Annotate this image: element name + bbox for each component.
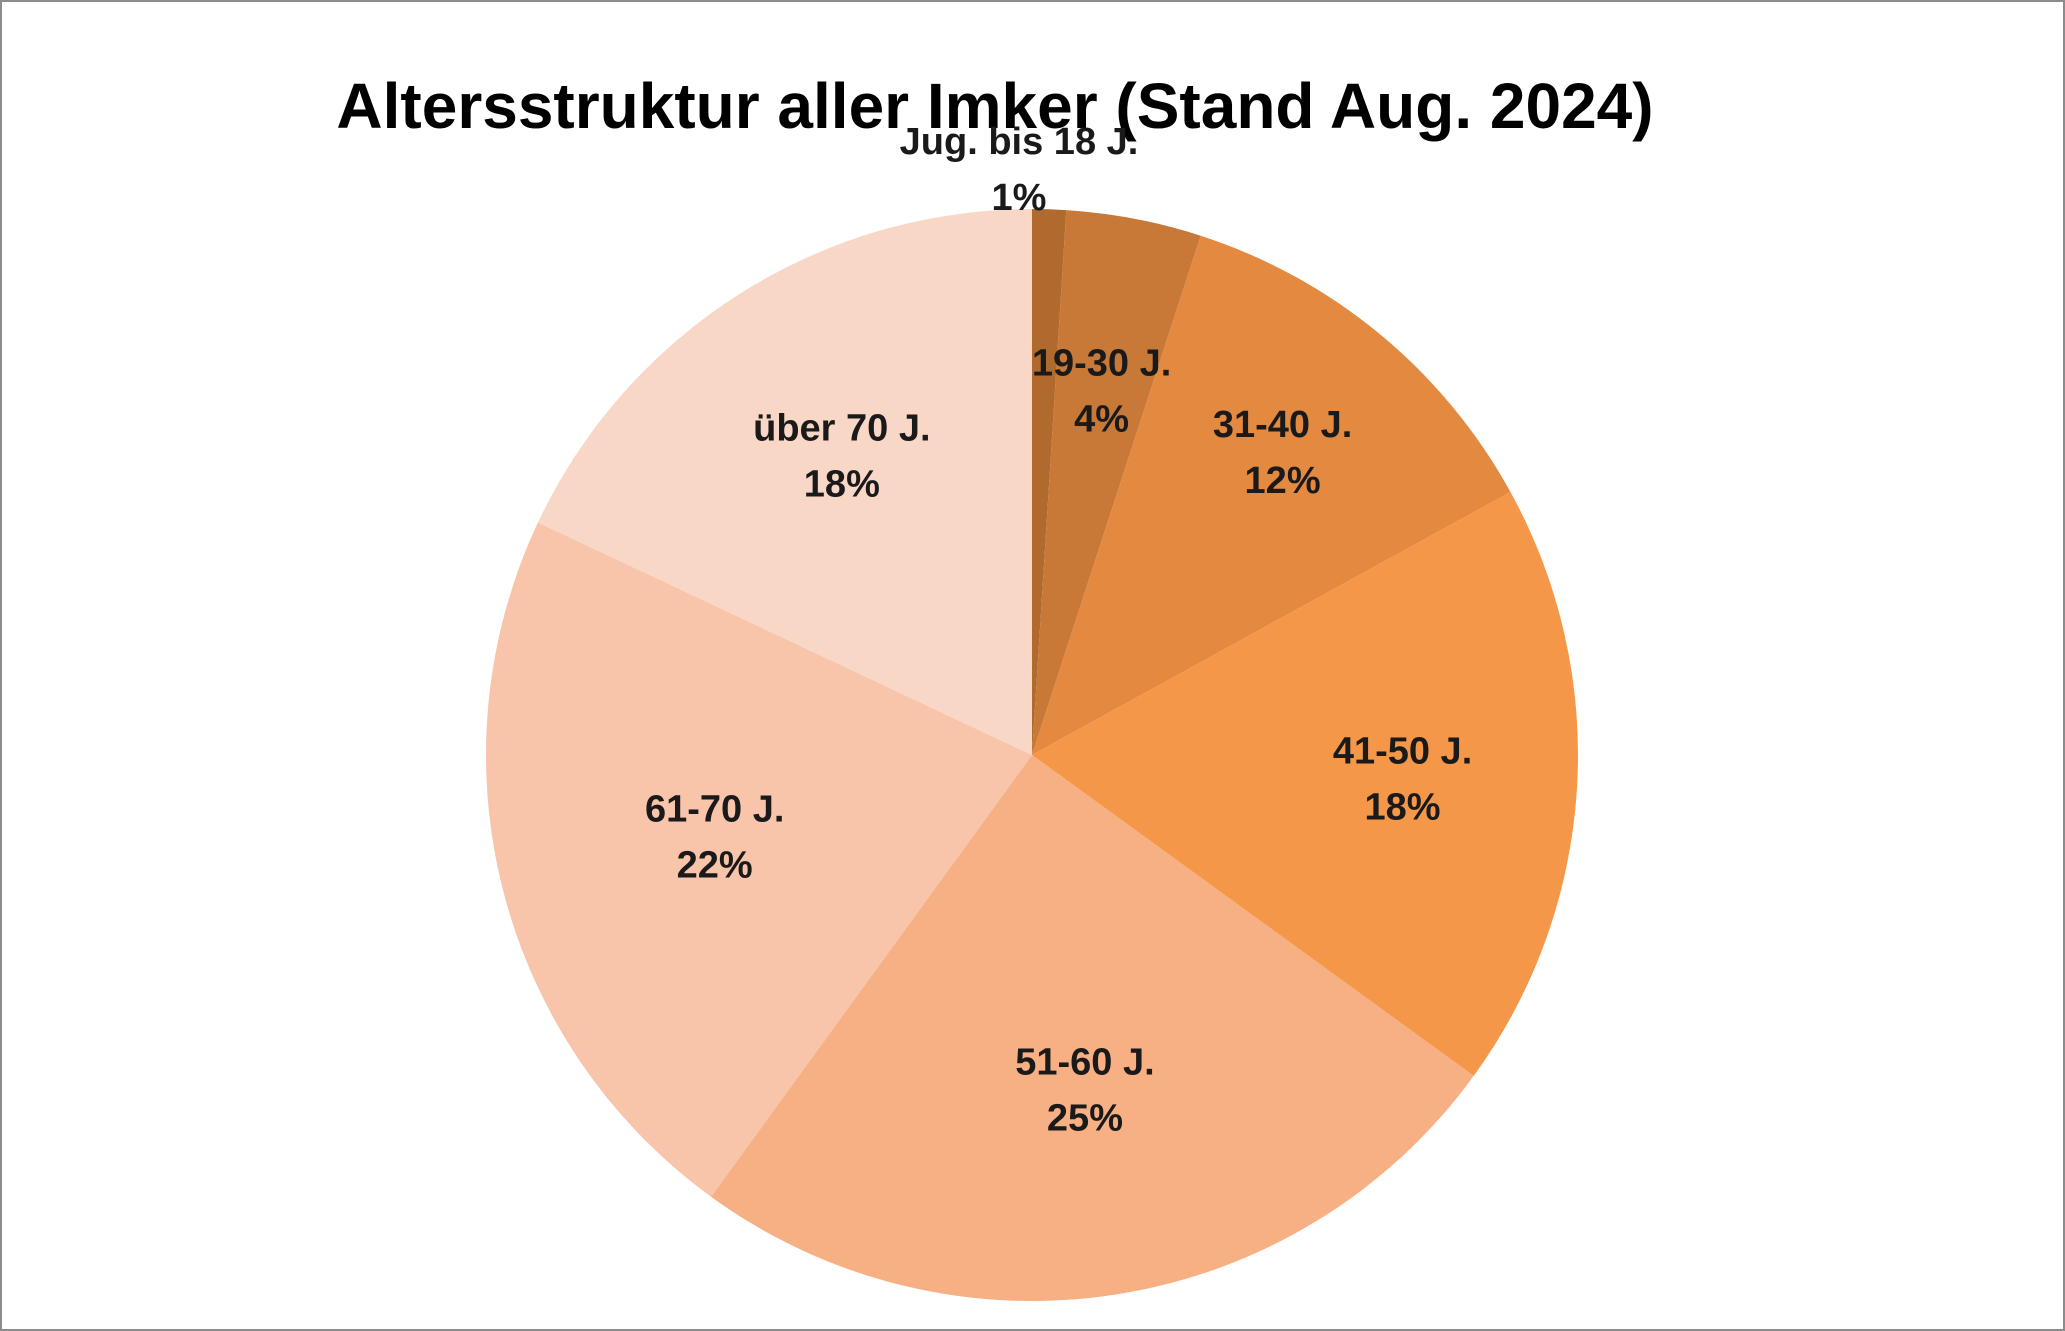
slice-label: 61-70 J. 22% — [645, 788, 784, 886]
slice-category: Jug. bis 18 J. — [900, 121, 1139, 163]
slice-category: über 70 J. — [753, 407, 930, 449]
slice-category: 41-50 J. — [1333, 730, 1472, 772]
pie-slice — [1032, 209, 1067, 755]
slice-percentage: 1% — [992, 177, 1047, 219]
slice-percentage: 18% — [1365, 786, 1441, 828]
slice-percentage: 12% — [1245, 460, 1321, 502]
pie-slice — [1032, 210, 1201, 756]
slice-label: 31-40 J. 12% — [1213, 404, 1352, 502]
slice-labels: Jug. bis 18 J. 1% 19-30 J. 4% 31-40 J. 12% 41-… — [645, 121, 1472, 1139]
pie-slice — [1032, 491, 1579, 1076]
pie-slice — [711, 755, 1474, 1302]
slice-label: 51-60 J. 25% — [1015, 1041, 1154, 1139]
slice-category: 19-30 J. — [1032, 342, 1171, 384]
slice-percentage: 18% — [804, 463, 880, 505]
pie-slices — [485, 209, 1579, 1302]
pie-slice — [537, 209, 1032, 755]
slice-label: über 70 J. 18% — [753, 407, 930, 505]
slice-label: 19-30 J. 4% — [1032, 342, 1171, 440]
pie-slice — [1032, 235, 1511, 755]
slice-category: 31-40 J. — [1213, 404, 1352, 446]
slice-category: 61-70 J. — [645, 788, 784, 830]
slice-label: Jug. bis 18 J. 1% — [900, 121, 1139, 219]
slice-percentage: 22% — [677, 844, 753, 886]
slice-percentage: 25% — [1047, 1097, 1123, 1139]
chart-title: Altersstruktur aller Imker (Stand Aug. 2… — [336, 70, 1653, 142]
slice-category: 51-60 J. — [1015, 1041, 1154, 1083]
slice-percentage: 4% — [1074, 398, 1129, 440]
pie-slice — [485, 522, 1032, 1197]
slice-label: 41-50 J. 18% — [1333, 730, 1472, 828]
